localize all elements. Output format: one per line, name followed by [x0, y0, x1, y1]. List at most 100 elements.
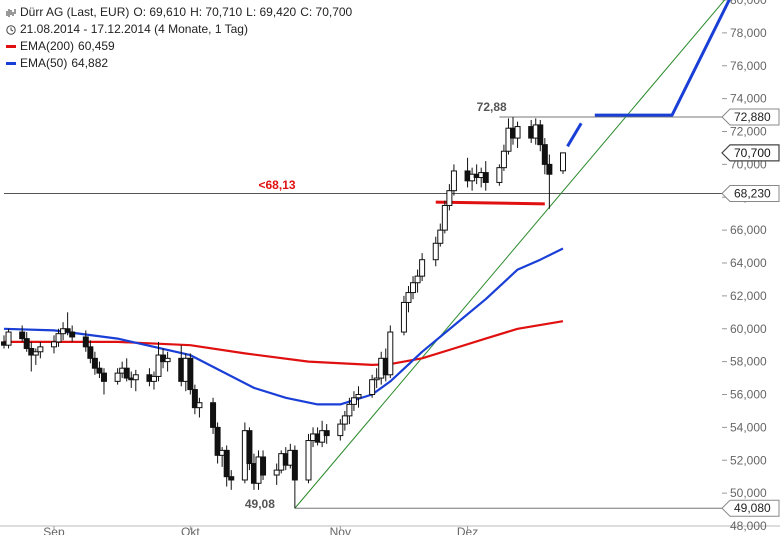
legend-ema200-row[interactable]: EMA(200) 60,459: [6, 38, 352, 55]
candle-body: [537, 124, 544, 146]
ema200-value: 60,459: [78, 39, 115, 53]
candle-body: [273, 469, 280, 476]
candle-body: [432, 242, 439, 261]
ema50-line: [3, 247, 564, 406]
chart-type-icon[interactable]: [6, 8, 16, 18]
y-tick-label: 48,000: [730, 519, 767, 533]
candle-body: [437, 229, 444, 244]
candle-body: [450, 170, 457, 192]
candle-body: [369, 379, 376, 395]
candle-body: [305, 440, 312, 481]
candle-body: [350, 397, 357, 405]
candle-body: [100, 372, 107, 382]
ema200-swatch: [6, 45, 16, 48]
candle-body: [414, 275, 421, 284]
y-tick-label: 74,000: [730, 92, 767, 106]
candle-body: [155, 354, 162, 377]
y-tick-label: 60,000: [730, 322, 767, 336]
candle-body: [123, 367, 130, 379]
y-tick-label: 52,000: [730, 453, 767, 467]
level-value-box: [721, 108, 780, 126]
candle-body: [196, 402, 203, 409]
trendline: [294, 0, 726, 509]
candle-body: [191, 389, 198, 409]
candle-body: [500, 150, 507, 169]
ema50-value: 64,882: [71, 56, 109, 70]
y-tick-label: 50,000: [730, 486, 767, 500]
candle-body: [446, 190, 453, 206]
y-tick-label: 66,000: [730, 223, 767, 237]
level-value-box: [721, 499, 780, 517]
y-tick-label: 76,000: [730, 59, 767, 73]
candles: [1, 117, 566, 509]
candle-body: [541, 144, 548, 165]
y-tick-label: 78,000: [730, 26, 767, 40]
support-segment: [435, 200, 545, 206]
candle-body: [323, 430, 330, 437]
candle-body: [419, 259, 426, 277]
level-value-label: 68,230: [734, 186, 771, 200]
candle-body: [87, 346, 94, 359]
candle-body: [319, 430, 326, 443]
candle-body: [32, 351, 39, 356]
ema50-label: EMA(50): [20, 56, 68, 70]
candle-body: [260, 456, 267, 476]
candle-body: [64, 328, 71, 333]
projection-line: [594, 0, 731, 117]
candle-body: [5, 331, 12, 346]
candle-body: [228, 476, 235, 481]
period-text: 21.08.2014 - 17.12.2014 (4 Monate, 1 Tag…: [20, 22, 248, 36]
candle-body: [560, 152, 566, 172]
candle-body: [214, 426, 221, 456]
candle-body: [96, 367, 103, 374]
legend-ema50-row[interactable]: EMA(50) 64,882: [6, 55, 352, 72]
y-tick-label: 56,000: [730, 388, 767, 402]
level-value-label: 49,080: [734, 501, 771, 515]
ohlc-close: C: 70,700: [300, 5, 353, 19]
candle-body: [82, 336, 89, 348]
y-tick-label: 54,000: [730, 420, 767, 434]
ohlc-low: L: 69,420: [246, 5, 297, 19]
y-tick-label: 62,000: [730, 289, 767, 303]
candle-body: [482, 172, 489, 183]
overlay-lines: [3, 0, 731, 509]
candle-body: [210, 402, 217, 428]
annotation-label: 49,08: [245, 497, 275, 511]
ohlc-open: O: 69,610: [133, 5, 187, 19]
candle-body: [187, 357, 194, 391]
annotation-label: <68,13: [259, 178, 296, 192]
candle-body: [373, 377, 380, 381]
x-tick-label: Sep: [43, 525, 65, 535]
candle-body: [400, 301, 407, 333]
chart-legend: Dürr AG (Last, EUR) O: 69,610 H: 70,710 …: [6, 4, 352, 72]
candle-body: [164, 357, 171, 363]
y-tick-label: 72,000: [730, 125, 767, 139]
candle-body: [55, 333, 62, 343]
axis-labels: 48,000 50,000 52,000 54,000 56,000 58,000 60,0…: [43, 0, 780, 535]
x-tick-label: Dez: [457, 525, 478, 535]
annotation-label: 72,88: [477, 100, 507, 114]
candle-body: [496, 167, 503, 183]
candle-body: [150, 375, 157, 382]
last-price-box: [721, 144, 780, 162]
level-value-box: [721, 184, 780, 202]
y-tick-label: 64,000: [730, 256, 767, 270]
legend-period-row: 21.08.2014 - 17.12.2014 (4 Monate, 1 Tag…: [6, 21, 352, 38]
candle-body: [405, 292, 412, 303]
candle-body: [546, 163, 553, 175]
y-tick-label: 58,000: [730, 355, 767, 369]
candle-body: [441, 204, 448, 231]
candle-body: [50, 341, 57, 348]
x-tick-label: Okt: [181, 525, 200, 535]
candle-body: [91, 357, 98, 369]
candle-body: [23, 338, 30, 349]
candle-body: [132, 374, 139, 381]
x-tick-label: Nov: [330, 525, 351, 535]
clock-icon: [6, 24, 16, 35]
candle-body: [341, 415, 348, 425]
ema200-label: EMA(200): [20, 39, 75, 53]
candle-body: [37, 346, 44, 353]
ema50-swatch: [6, 62, 16, 65]
last-price-label: 70,700: [734, 146, 771, 160]
